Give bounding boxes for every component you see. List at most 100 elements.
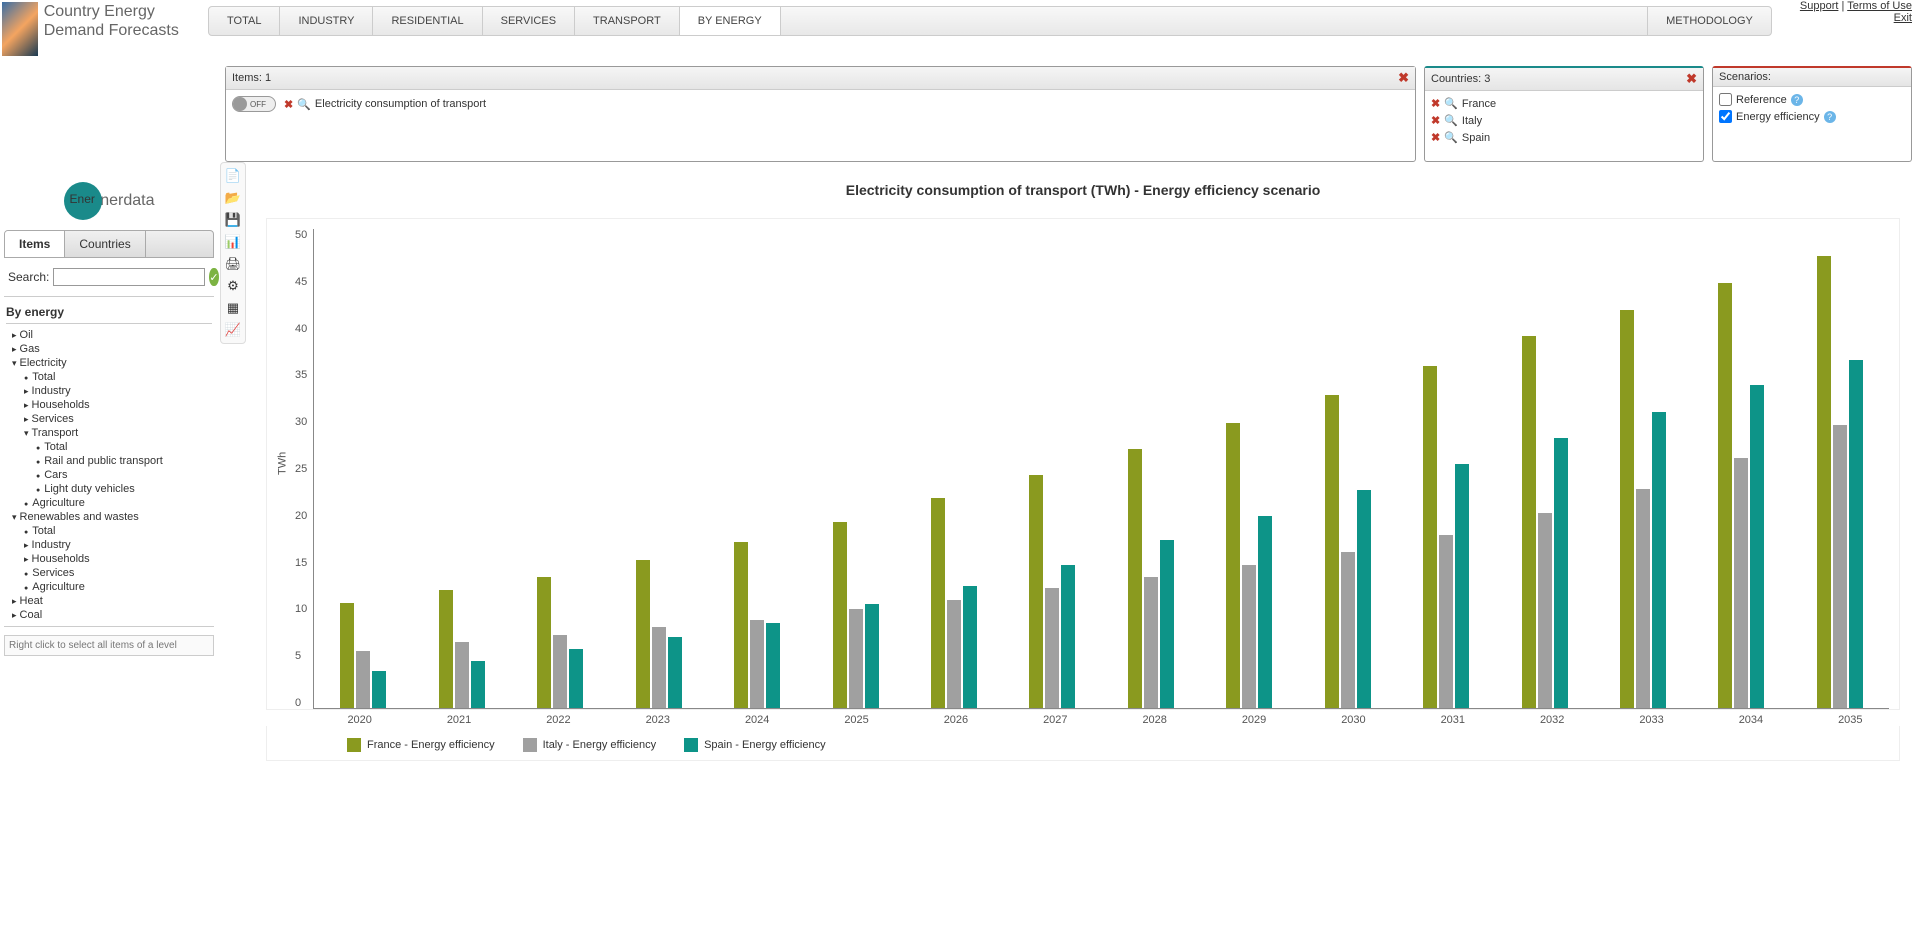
- country-remove-icon[interactable]: ✖: [1431, 114, 1440, 127]
- tree-node[interactable]: Households: [6, 552, 212, 566]
- tree-node[interactable]: Total: [6, 524, 212, 538]
- bar: [1325, 395, 1339, 708]
- search-go-button[interactable]: ✓: [209, 268, 218, 286]
- bar: [750, 620, 764, 708]
- bar: [1423, 366, 1437, 708]
- countries-filter-box: Countries: 3 ✖ ✖🔍France✖🔍Italy✖🔍Spain: [1424, 66, 1704, 162]
- main-tab-transport[interactable]: TRANSPORT: [575, 7, 680, 35]
- bar: [537, 577, 551, 708]
- main-tab-industry[interactable]: INDUSTRY: [280, 7, 373, 35]
- toolbar-icon[interactable]: 🖨: [224, 255, 242, 273]
- tree-node[interactable]: Agriculture: [6, 496, 212, 510]
- side-tab-items[interactable]: Items: [5, 231, 65, 257]
- year-group: [1397, 366, 1495, 708]
- main-tab-services[interactable]: SERVICES: [483, 7, 575, 35]
- tree-node[interactable]: Services: [6, 566, 212, 580]
- toolbar-icon[interactable]: 📂: [224, 189, 242, 207]
- bar: [1522, 336, 1536, 708]
- terms-link[interactable]: Terms of Use: [1847, 0, 1912, 12]
- main-tab-residential[interactable]: RESIDENTIAL: [373, 7, 482, 35]
- exit-link[interactable]: Exit: [1894, 12, 1912, 24]
- support-link[interactable]: Support: [1800, 0, 1839, 12]
- bar: [1061, 565, 1075, 708]
- bar: [1160, 540, 1174, 708]
- y-tick: 30: [295, 416, 307, 428]
- item-toggle[interactable]: OFF: [232, 96, 276, 112]
- x-tick: 2021: [409, 710, 508, 726]
- bar: [553, 635, 567, 708]
- bar: [372, 671, 386, 708]
- country-zoom-icon[interactable]: 🔍: [1444, 114, 1458, 127]
- tree-node[interactable]: Industry: [6, 384, 212, 398]
- toolbar-icon[interactable]: 💾: [224, 211, 242, 229]
- tree-node[interactable]: Rail and public transport: [6, 454, 212, 468]
- toolbar-icon[interactable]: 📊: [224, 233, 242, 251]
- tree-node[interactable]: Households: [6, 398, 212, 412]
- countries-filter-header: Countries: 3: [1431, 73, 1490, 85]
- year-group: [708, 542, 806, 708]
- item-remove-icon[interactable]: ✖: [284, 98, 293, 111]
- side-tab-countries[interactable]: Countries: [65, 231, 145, 257]
- toolbar-icon[interactable]: 📄: [224, 167, 242, 185]
- bar-chart-plot: [313, 229, 1889, 709]
- bar: [1128, 449, 1142, 708]
- items-clear-icon[interactable]: ✖: [1398, 70, 1409, 86]
- bar: [1029, 475, 1043, 708]
- bar: [931, 498, 945, 708]
- x-tick: 2027: [1006, 710, 1105, 726]
- bar: [356, 651, 370, 708]
- scenario-checkbox[interactable]: [1719, 93, 1732, 106]
- country-zoom-icon[interactable]: 🔍: [1444, 131, 1458, 144]
- x-tick: 2034: [1701, 710, 1800, 726]
- tree-node[interactable]: Light duty vehicles: [6, 482, 212, 496]
- tree-node[interactable]: Agriculture: [6, 580, 212, 594]
- tree-node[interactable]: Cars: [6, 468, 212, 482]
- bar: [1636, 489, 1650, 708]
- info-icon[interactable]: ?: [1791, 94, 1803, 106]
- tree-node[interactable]: Total: [6, 370, 212, 384]
- bar: [833, 522, 847, 708]
- main-tab-total[interactable]: TOTAL: [209, 7, 280, 35]
- bar: [1357, 490, 1371, 708]
- legend-item: Spain - Energy efficiency: [684, 738, 825, 752]
- year-group: [511, 577, 609, 708]
- info-icon[interactable]: ?: [1824, 111, 1836, 123]
- tree-node[interactable]: Renewables and wastes: [6, 510, 212, 524]
- scenario-checkbox[interactable]: [1719, 110, 1732, 123]
- tree-node[interactable]: Gas: [6, 342, 212, 356]
- bar: [766, 623, 780, 708]
- tree-node[interactable]: Transport: [6, 426, 212, 440]
- x-tick: 2028: [1105, 710, 1204, 726]
- y-tick: 40: [295, 323, 307, 335]
- search-input[interactable]: [53, 268, 205, 286]
- side-tabs: ItemsCountries: [4, 230, 214, 258]
- country-remove-icon[interactable]: ✖: [1431, 131, 1440, 144]
- tree-node[interactable]: Electricity: [6, 356, 212, 370]
- bar: [1718, 283, 1732, 708]
- methodology-tab[interactable]: METHODOLOGY: [1647, 7, 1771, 35]
- search-label: Search:: [8, 270, 49, 284]
- scenario-label: Energy efficiency: [1736, 111, 1820, 123]
- toolbar-icon[interactable]: ⚙: [224, 277, 242, 295]
- x-tick: 2029: [1204, 710, 1303, 726]
- countries-clear-icon[interactable]: ✖: [1686, 71, 1697, 87]
- legend-swatch: [684, 738, 698, 752]
- bar: [439, 590, 453, 708]
- country-remove-icon[interactable]: ✖: [1431, 97, 1440, 110]
- toolbar-icon[interactable]: ▦: [224, 299, 242, 317]
- tree-node[interactable]: Total: [6, 440, 212, 454]
- main-tabs: TOTALINDUSTRYRESIDENTIALSERVICESTRANSPOR…: [208, 6, 1772, 36]
- main-tab-by-energy[interactable]: BY ENERGY: [680, 7, 781, 35]
- x-tick: 2031: [1403, 710, 1502, 726]
- tree-node[interactable]: Coal: [6, 608, 212, 622]
- tree-node[interactable]: Services: [6, 412, 212, 426]
- legend-label: Italy - Energy efficiency: [543, 739, 657, 751]
- item-zoom-icon[interactable]: 🔍: [297, 98, 311, 111]
- tree-node[interactable]: Heat: [6, 594, 212, 608]
- country-zoom-icon[interactable]: 🔍: [1444, 97, 1458, 110]
- bar: [1226, 423, 1240, 708]
- tree-node[interactable]: Industry: [6, 538, 212, 552]
- tree-node[interactable]: Oil: [6, 328, 212, 342]
- toolbar-icon[interactable]: 📈: [224, 321, 242, 339]
- y-tick: 50: [295, 229, 307, 241]
